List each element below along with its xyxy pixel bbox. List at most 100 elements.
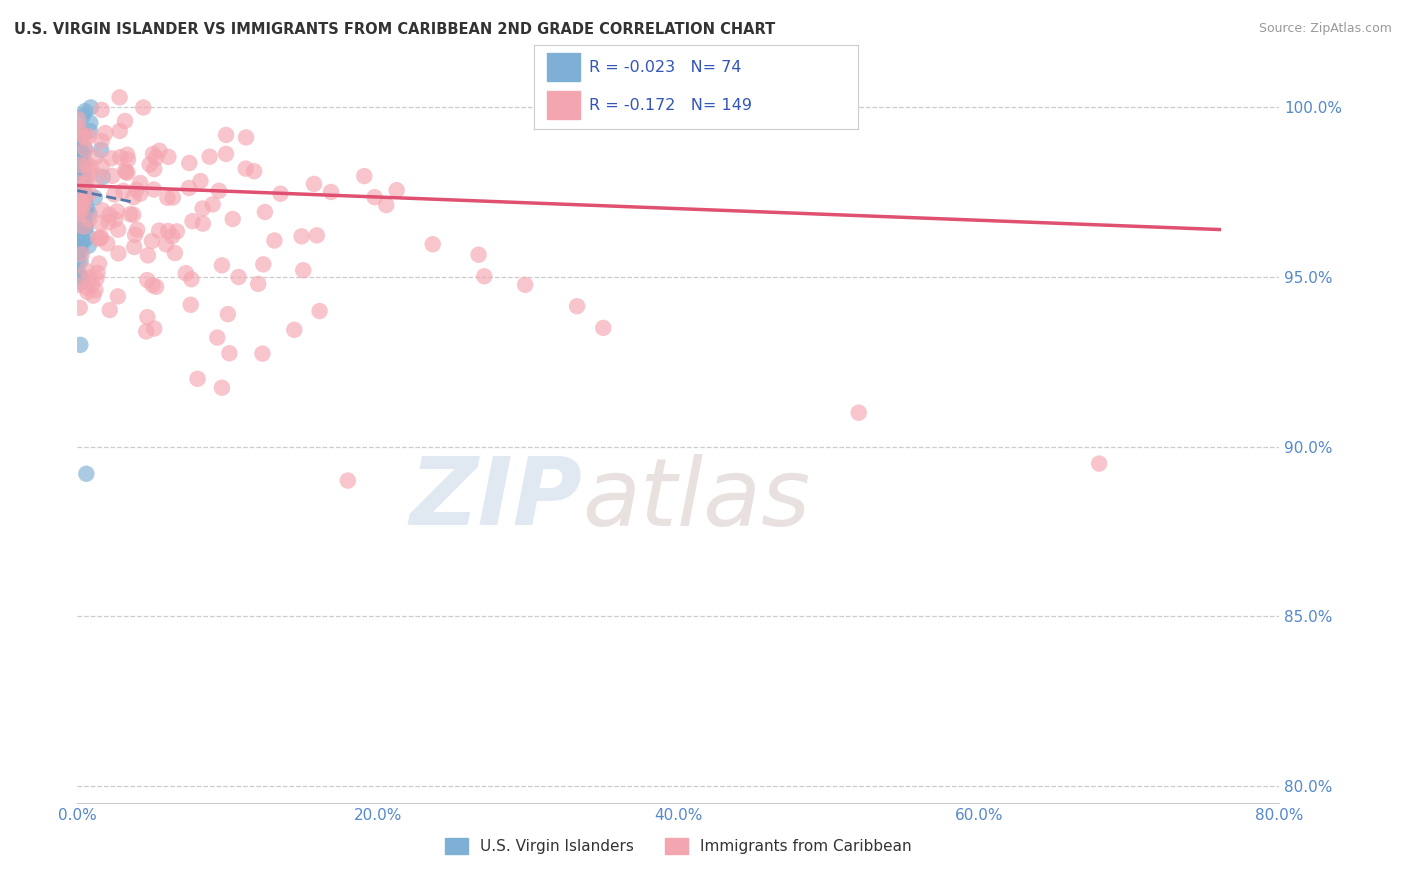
Point bbox=[77, 230, 100, 244]
Point bbox=[253, 205, 276, 219]
Point bbox=[69, 173, 91, 187]
Point bbox=[145, 151, 167, 165]
Point bbox=[127, 223, 149, 237]
Point bbox=[180, 272, 202, 286]
Point bbox=[848, 406, 870, 420]
Point bbox=[143, 321, 166, 335]
Point bbox=[302, 177, 325, 191]
Point bbox=[97, 215, 120, 229]
Point bbox=[67, 237, 90, 252]
Point bbox=[70, 202, 93, 216]
Point bbox=[70, 204, 93, 219]
Point bbox=[117, 153, 139, 167]
Point bbox=[143, 162, 166, 177]
Point bbox=[215, 128, 238, 142]
Point bbox=[90, 103, 112, 117]
Point bbox=[73, 212, 96, 227]
Point bbox=[305, 228, 328, 243]
Point bbox=[122, 208, 145, 222]
Point bbox=[263, 234, 285, 248]
Point bbox=[73, 193, 96, 207]
Point bbox=[336, 474, 359, 488]
Point bbox=[69, 254, 91, 268]
Point bbox=[125, 183, 148, 197]
Point bbox=[80, 160, 103, 174]
Point bbox=[75, 217, 97, 231]
Point bbox=[135, 325, 157, 339]
Point bbox=[162, 190, 184, 204]
Point bbox=[72, 169, 94, 184]
Point bbox=[73, 234, 96, 248]
Point bbox=[292, 263, 315, 277]
Point bbox=[211, 258, 233, 272]
Point bbox=[91, 203, 114, 218]
Point bbox=[69, 244, 91, 259]
Point bbox=[105, 204, 128, 219]
Point bbox=[180, 298, 202, 312]
Point bbox=[308, 304, 330, 318]
Point bbox=[67, 198, 90, 212]
Point bbox=[80, 100, 103, 114]
Point bbox=[235, 130, 257, 145]
Point bbox=[228, 270, 250, 285]
Point bbox=[75, 280, 97, 294]
Point bbox=[72, 219, 94, 233]
Point bbox=[70, 233, 93, 247]
Point bbox=[129, 176, 152, 190]
Point bbox=[69, 190, 91, 204]
Point bbox=[90, 143, 112, 157]
Point bbox=[86, 266, 108, 280]
Point bbox=[108, 124, 131, 138]
Point bbox=[67, 121, 90, 136]
Point bbox=[467, 248, 489, 262]
Point bbox=[90, 160, 112, 174]
Point bbox=[385, 183, 408, 197]
Point bbox=[69, 158, 91, 172]
Point bbox=[67, 156, 90, 170]
Point bbox=[83, 191, 105, 205]
Point bbox=[191, 202, 214, 216]
Point bbox=[70, 271, 93, 285]
Point bbox=[108, 90, 131, 104]
Point bbox=[122, 240, 145, 254]
Point bbox=[353, 169, 375, 183]
Text: Source: ZipAtlas.com: Source: ZipAtlas.com bbox=[1258, 22, 1392, 36]
Point bbox=[114, 163, 136, 178]
Bar bbox=[547, 54, 579, 81]
Point bbox=[73, 178, 96, 193]
Point bbox=[132, 100, 155, 114]
Point bbox=[100, 151, 122, 165]
Point bbox=[122, 190, 145, 204]
Point bbox=[107, 289, 129, 303]
Text: atlas: atlas bbox=[582, 454, 810, 545]
Point bbox=[67, 158, 90, 172]
Point bbox=[112, 184, 135, 198]
Point bbox=[157, 150, 180, 164]
Point bbox=[73, 187, 96, 202]
Point bbox=[67, 205, 90, 219]
Point bbox=[84, 283, 107, 297]
Bar bbox=[547, 91, 579, 120]
Point bbox=[72, 147, 94, 161]
Point bbox=[72, 169, 94, 183]
Point bbox=[69, 181, 91, 195]
Point bbox=[67, 138, 90, 153]
Point bbox=[69, 301, 91, 315]
Point bbox=[76, 202, 98, 217]
Point bbox=[67, 264, 90, 278]
Point bbox=[181, 214, 204, 228]
Point bbox=[69, 137, 91, 152]
Point bbox=[79, 124, 101, 138]
Point bbox=[76, 285, 98, 299]
Point bbox=[67, 202, 90, 217]
Point bbox=[174, 266, 197, 280]
Point bbox=[75, 467, 97, 481]
Point bbox=[208, 184, 231, 198]
Point bbox=[75, 142, 97, 156]
Point bbox=[89, 231, 111, 245]
Point bbox=[191, 217, 214, 231]
Point bbox=[73, 169, 96, 184]
Point bbox=[73, 142, 96, 156]
Text: ZIP: ZIP bbox=[409, 453, 582, 545]
Point bbox=[79, 207, 101, 221]
